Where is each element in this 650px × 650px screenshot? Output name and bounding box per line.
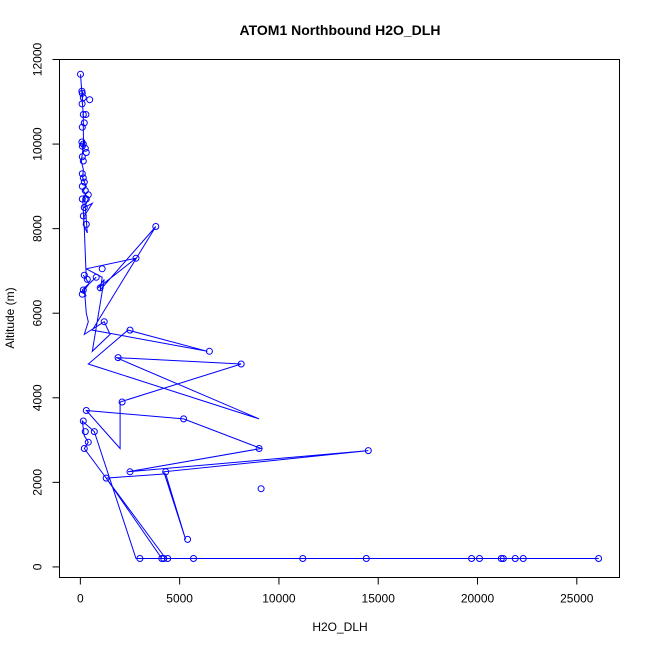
data-point	[79, 111, 87, 118]
x-tick-label: 5000	[166, 592, 193, 606]
data-point	[86, 96, 94, 104]
x-tick-label: 25000	[560, 592, 594, 606]
data-point	[79, 157, 87, 165]
data-point	[118, 398, 126, 406]
data-point	[299, 555, 307, 562]
x-tick-label: 15000	[362, 592, 396, 606]
data-point	[136, 555, 144, 562]
data-point	[497, 555, 505, 562]
data-point	[78, 195, 86, 203]
data-point	[80, 178, 88, 186]
data-point	[205, 347, 213, 355]
data-layer	[77, 70, 603, 562]
data-point	[78, 153, 86, 161]
data-point	[82, 111, 90, 118]
data-point	[152, 223, 160, 230]
y-tick-label: 0	[31, 563, 45, 570]
data-point	[162, 468, 170, 476]
x-axis: 0 5000 10000 15000 20000 25000	[77, 577, 594, 606]
data-point	[78, 123, 86, 131]
data-point	[102, 474, 110, 482]
y-tick-label: 12000	[31, 42, 45, 76]
x-tick-label: 20000	[461, 592, 495, 606]
y-tick-label: 2000	[31, 469, 45, 496]
data-point	[364, 447, 372, 455]
y-tick-label: 6000	[31, 300, 45, 327]
data-point	[80, 445, 88, 452]
data-point	[190, 555, 197, 562]
data-point	[468, 555, 476, 562]
data-point	[79, 212, 87, 220]
data-point	[82, 195, 90, 203]
data-point	[82, 407, 90, 414]
data-point	[80, 119, 88, 127]
data-point	[132, 254, 140, 262]
data-point	[84, 438, 92, 446]
data-point	[92, 273, 100, 281]
y-axis: 0 2000 4000 6000 8000 10000 12000	[31, 42, 60, 570]
data-point	[114, 354, 122, 362]
data-point	[476, 555, 483, 562]
data-point	[519, 555, 527, 562]
y-tick-label: 4000	[31, 384, 45, 411]
y-axis-label: Altitude (m)	[3, 287, 17, 348]
data-point	[77, 70, 84, 78]
data-point	[100, 318, 108, 326]
data-point	[98, 265, 106, 273]
data-point	[78, 100, 86, 108]
data-point	[81, 144, 89, 152]
y-tick-label: 8000	[31, 215, 45, 242]
data-point	[79, 174, 87, 182]
data-point	[78, 89, 86, 97]
data-point	[78, 290, 86, 298]
x-tick-label: 10000	[262, 592, 296, 606]
data-point	[84, 191, 92, 199]
data-point	[90, 428, 98, 436]
data-point	[126, 468, 134, 476]
data-point	[499, 555, 507, 562]
data-point	[237, 360, 245, 368]
y-tick-label: 10000	[31, 127, 45, 161]
x-tick-label: 0	[77, 592, 84, 606]
data-point	[79, 417, 87, 425]
data-point	[79, 94, 87, 102]
data-point	[82, 149, 90, 156]
chart-title: ATOM1 Northbound H2O_DLH	[240, 22, 441, 38]
data-point	[160, 555, 168, 562]
data-point	[184, 535, 192, 543]
data-point	[96, 284, 104, 292]
data-point	[80, 204, 88, 211]
x-axis-label: H2O_DLH	[312, 620, 367, 634]
data-point	[362, 555, 370, 562]
data-point	[164, 555, 172, 562]
data-point	[126, 326, 134, 334]
data-point	[81, 428, 89, 436]
data-point	[255, 445, 263, 452]
data-point	[511, 555, 519, 562]
data-point	[595, 555, 603, 562]
data-point	[82, 220, 90, 228]
data-point	[83, 275, 91, 283]
data-point	[257, 485, 265, 493]
data-point	[79, 286, 87, 294]
data-point	[180, 415, 188, 423]
data-point	[78, 170, 86, 178]
